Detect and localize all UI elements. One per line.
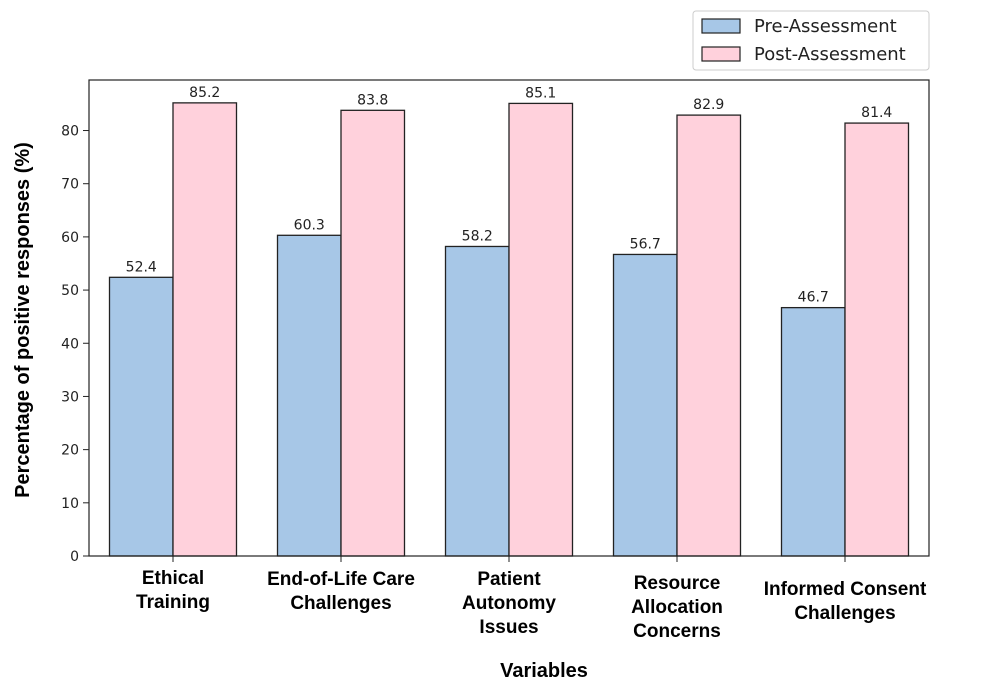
bar-pre-3: [612, 253, 678, 557]
data-label-pre-3: 56.7: [630, 236, 661, 252]
x-axis-title: Variables: [500, 660, 588, 682]
legend-label-1: Post-Assessment: [754, 44, 906, 65]
data-label-post-3: 82.9: [693, 97, 724, 113]
y-tick-label-60: 60: [61, 230, 79, 246]
legend: Pre-Assessment Post-Assessment: [692, 10, 930, 71]
x-tick-label-line: Ethical: [142, 568, 204, 589]
y-tick-label-0: 0: [70, 549, 79, 565]
x-tick-label-line: Resource: [634, 573, 721, 594]
bar-pre-4: [780, 306, 846, 557]
x-tick-label-line: Autonomy: [462, 593, 556, 614]
y-axis-title: Percentage of positive responses (%): [12, 142, 34, 498]
y-tick-label-80: 80: [61, 124, 79, 140]
x-tick-label-line: Challenges: [290, 593, 391, 614]
legend-swatch-1: [701, 46, 741, 62]
data-label-post-4: 81.4: [861, 105, 892, 121]
legend-box: [692, 10, 930, 71]
y-tick-label-10: 10: [61, 496, 79, 512]
data-label-pre-0: 52.4: [126, 259, 157, 275]
y-tick-label-70: 70: [61, 177, 79, 193]
x-tick-label-line: Challenges: [794, 603, 895, 624]
data-labels-layer: 52.4 60.3 58.2 56.7 46.7 85.2 83.8 85.1 82.9 81.4: [126, 85, 893, 306]
x-tick-label-line: Concerns: [633, 621, 721, 642]
x-axis: Ethical Training End-of-Life Care Challenge…: [136, 556, 927, 642]
data-label-pre-1: 60.3: [294, 217, 325, 233]
x-tick-label-line: Training: [136, 592, 210, 613]
x-tick-label-1: End-of-Life Care Challenges: [267, 569, 415, 614]
y-tick-label-50: 50: [61, 283, 79, 299]
bar-pre-0: [108, 276, 174, 557]
y-axis: 0 10 20 30 40 50 60 70 80: [61, 124, 89, 565]
bar-post-2: [508, 102, 574, 557]
x-tick-label-2: Patient Autonomy Issues: [462, 569, 556, 638]
bar-post-0: [172, 102, 238, 557]
bar-post-4: [844, 122, 910, 557]
legend-swatch-0: [701, 18, 741, 34]
x-tick-label-line: Allocation: [631, 597, 723, 618]
x-tick-label-line: End-of-Life Care: [267, 569, 415, 590]
bar-post-1: [340, 109, 406, 557]
bar-post-3: [676, 114, 742, 557]
y-tick-label-40: 40: [61, 336, 79, 352]
x-tick-label-line: Patient: [477, 569, 541, 590]
y-tick-label-20: 20: [61, 443, 79, 459]
data-label-pre-2: 58.2: [462, 228, 493, 244]
x-tick-label-line: Informed Consent: [764, 579, 927, 600]
bar-pre-2: [444, 245, 510, 557]
bar-pre-1: [276, 234, 342, 557]
x-tick-label-0: Ethical Training: [136, 568, 210, 613]
legend-label-0: Pre-Assessment: [754, 16, 897, 37]
bars-layer: [108, 102, 910, 557]
data-label-pre-4: 46.7: [798, 290, 829, 306]
x-tick-label-4: Informed Consent Challenges: [764, 579, 927, 624]
y-tick-label-30: 30: [61, 389, 79, 405]
data-label-post-0: 85.2: [189, 85, 220, 101]
data-label-post-1: 83.8: [357, 92, 388, 108]
data-label-post-2: 85.1: [525, 85, 556, 101]
x-tick-label-line: Issues: [479, 617, 538, 638]
x-tick-label-3: Resource Allocation Concerns: [631, 573, 723, 642]
